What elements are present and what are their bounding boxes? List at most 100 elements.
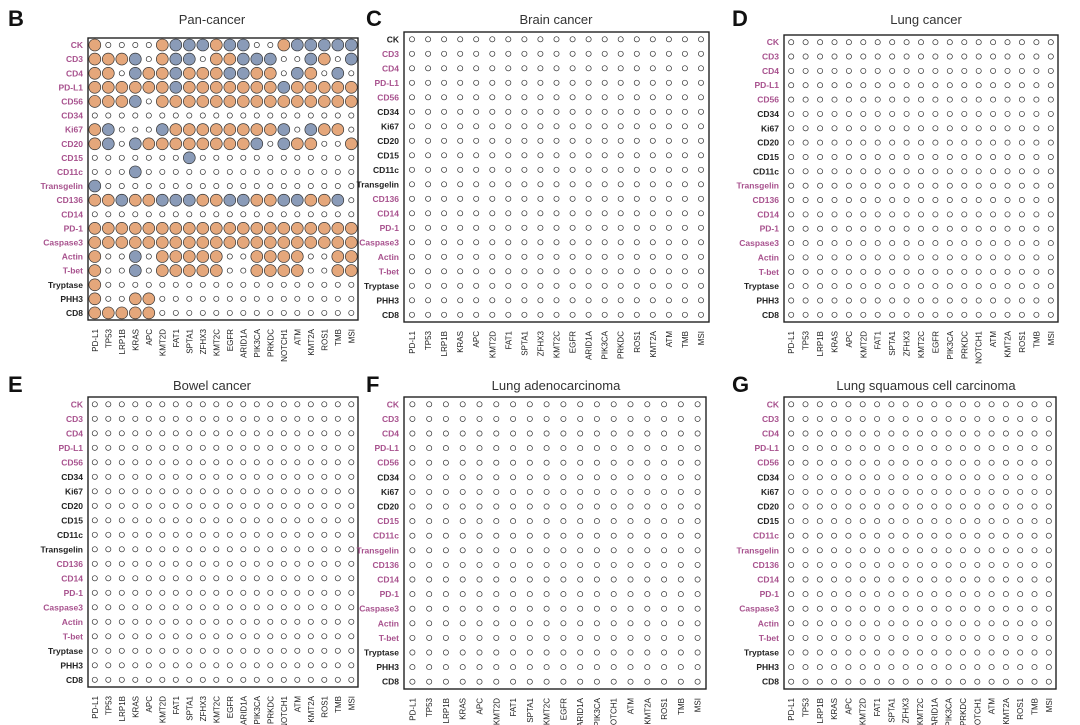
dot [132, 589, 139, 596]
dot [802, 268, 809, 275]
dot [931, 576, 938, 583]
dot [918, 182, 924, 189]
dot [145, 430, 152, 437]
dot [1047, 96, 1054, 103]
dot [253, 604, 260, 611]
dot [186, 415, 193, 422]
dot [649, 297, 656, 304]
dot [442, 634, 449, 641]
dot [601, 108, 608, 115]
dot [1031, 649, 1038, 656]
dot [91, 560, 98, 567]
dot [889, 110, 896, 117]
dot [661, 591, 668, 598]
dot [118, 546, 125, 553]
dot [1045, 576, 1052, 583]
dot [1033, 254, 1040, 261]
dot [264, 222, 277, 235]
dot [186, 488, 193, 495]
dot [240, 253, 247, 260]
dot [677, 488, 684, 495]
dot [931, 634, 938, 641]
dot [409, 445, 416, 452]
row-label: CD34 [757, 472, 779, 482]
dot [698, 210, 704, 217]
dot [946, 297, 953, 304]
dot [264, 236, 277, 249]
dot [560, 488, 567, 495]
dot [1045, 430, 1052, 437]
dot [627, 401, 634, 408]
dot [186, 618, 193, 625]
dot [560, 532, 567, 539]
dot [633, 253, 640, 260]
dot [874, 620, 881, 627]
dot [788, 503, 795, 510]
dot [213, 183, 220, 189]
column-label: KRAS [830, 331, 839, 353]
dot [644, 605, 651, 612]
column-label: MSI [1045, 698, 1054, 712]
dot [569, 94, 576, 101]
dot [493, 503, 500, 510]
dot [788, 311, 795, 318]
dot [172, 502, 179, 509]
dot [601, 94, 608, 101]
dot [88, 123, 102, 136]
dot [959, 532, 966, 539]
dot [505, 137, 512, 144]
dot [457, 137, 464, 144]
row-label: Tryptase [364, 648, 399, 658]
dot [585, 268, 592, 275]
column-label: TMB [681, 331, 690, 348]
dot [199, 56, 206, 63]
dot [118, 589, 125, 596]
dot [307, 154, 314, 161]
dot [644, 561, 651, 568]
dot [526, 430, 533, 437]
column-label: KMT2A [1004, 330, 1013, 357]
dot [1033, 82, 1040, 89]
dot [145, 618, 152, 625]
dot [543, 634, 550, 641]
dot [476, 605, 483, 612]
dot [816, 518, 823, 525]
dot [698, 94, 704, 101]
dot [334, 295, 341, 302]
dot [945, 591, 952, 598]
dot [889, 240, 896, 247]
row-label: CD3 [66, 54, 83, 64]
dot [186, 517, 193, 524]
dot [348, 517, 355, 524]
dot [902, 576, 909, 583]
dot [199, 618, 206, 625]
dot [665, 166, 672, 173]
dot [88, 306, 102, 320]
dot [874, 53, 881, 60]
dot [677, 503, 684, 510]
dot [874, 430, 881, 437]
dot [118, 517, 125, 524]
dot [213, 531, 220, 538]
dot [601, 195, 608, 202]
dot [118, 575, 125, 582]
dot [946, 139, 953, 146]
dot [788, 297, 795, 304]
dot [156, 52, 169, 66]
dot [334, 546, 341, 553]
dot [237, 38, 250, 52]
dot [159, 662, 166, 669]
column-label: SPTA1 [526, 697, 535, 722]
dot [409, 137, 415, 144]
dot [280, 502, 287, 509]
dot [459, 488, 466, 495]
dot [250, 95, 264, 108]
dot [990, 53, 997, 60]
dot [974, 445, 981, 452]
dot [627, 634, 634, 641]
dot [91, 488, 98, 495]
dot [489, 166, 496, 173]
dot [210, 95, 223, 108]
dot [409, 678, 416, 685]
